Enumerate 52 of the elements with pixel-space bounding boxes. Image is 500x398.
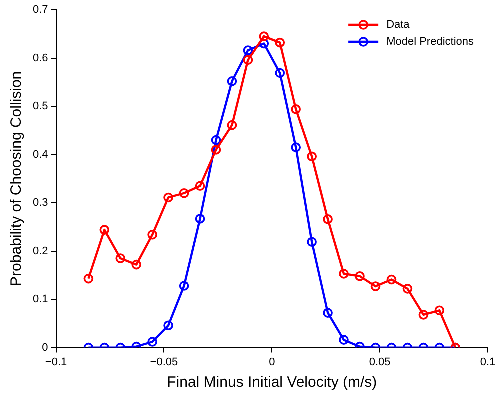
y-tick-label: 0.6 — [32, 52, 48, 64]
x-tick-label: 0.1 — [480, 356, 496, 368]
point — [84, 274, 94, 284]
point — [227, 120, 238, 130]
point — [211, 135, 222, 146]
x-tick-label: −0.1 — [45, 356, 68, 368]
point — [227, 76, 238, 86]
y-axis-title: Probability of Choosing Collision — [8, 71, 26, 286]
point — [132, 260, 142, 270]
point — [323, 308, 333, 318]
y-tick-label: 0 — [42, 342, 48, 354]
point — [307, 237, 317, 248]
point — [116, 254, 126, 264]
point — [418, 310, 429, 320]
point — [195, 214, 206, 224]
x-tick-label: 0 — [269, 356, 276, 368]
point — [243, 46, 254, 56]
y-tick-label: 0.4 — [32, 148, 48, 161]
point — [179, 281, 190, 291]
legend-label: Model Predictions — [386, 36, 474, 48]
point — [148, 230, 158, 240]
point — [259, 32, 270, 42]
point — [291, 142, 302, 152]
point — [148, 337, 158, 347]
point — [370, 282, 381, 292]
y-tick-label: 0.2 — [32, 245, 48, 258]
y-tick-label: 0.3 — [32, 197, 48, 210]
point — [179, 188, 190, 198]
point — [100, 225, 110, 235]
point — [386, 274, 397, 285]
x-tick-label: 0.05 — [369, 356, 391, 368]
point — [243, 55, 254, 66]
legend-label: Data — [386, 19, 411, 32]
y-tick-label: 0.1 — [32, 294, 48, 306]
point — [434, 306, 445, 316]
point — [164, 192, 174, 203]
point — [164, 320, 174, 330]
y-tick-label: 0.5 — [32, 100, 48, 113]
point — [307, 152, 317, 162]
x-axis-title: Final Minus Initial Velocity (m/s) — [167, 374, 378, 392]
point — [402, 284, 413, 294]
point — [355, 271, 365, 282]
point — [339, 335, 349, 345]
point — [275, 68, 286, 78]
point — [323, 214, 333, 224]
point — [339, 269, 349, 279]
point — [275, 38, 286, 48]
point — [195, 181, 206, 192]
point — [211, 145, 222, 155]
x-tick-label: −0.05 — [150, 356, 178, 368]
y-tick-label: 0.7 — [32, 4, 48, 16]
point — [291, 104, 302, 114]
